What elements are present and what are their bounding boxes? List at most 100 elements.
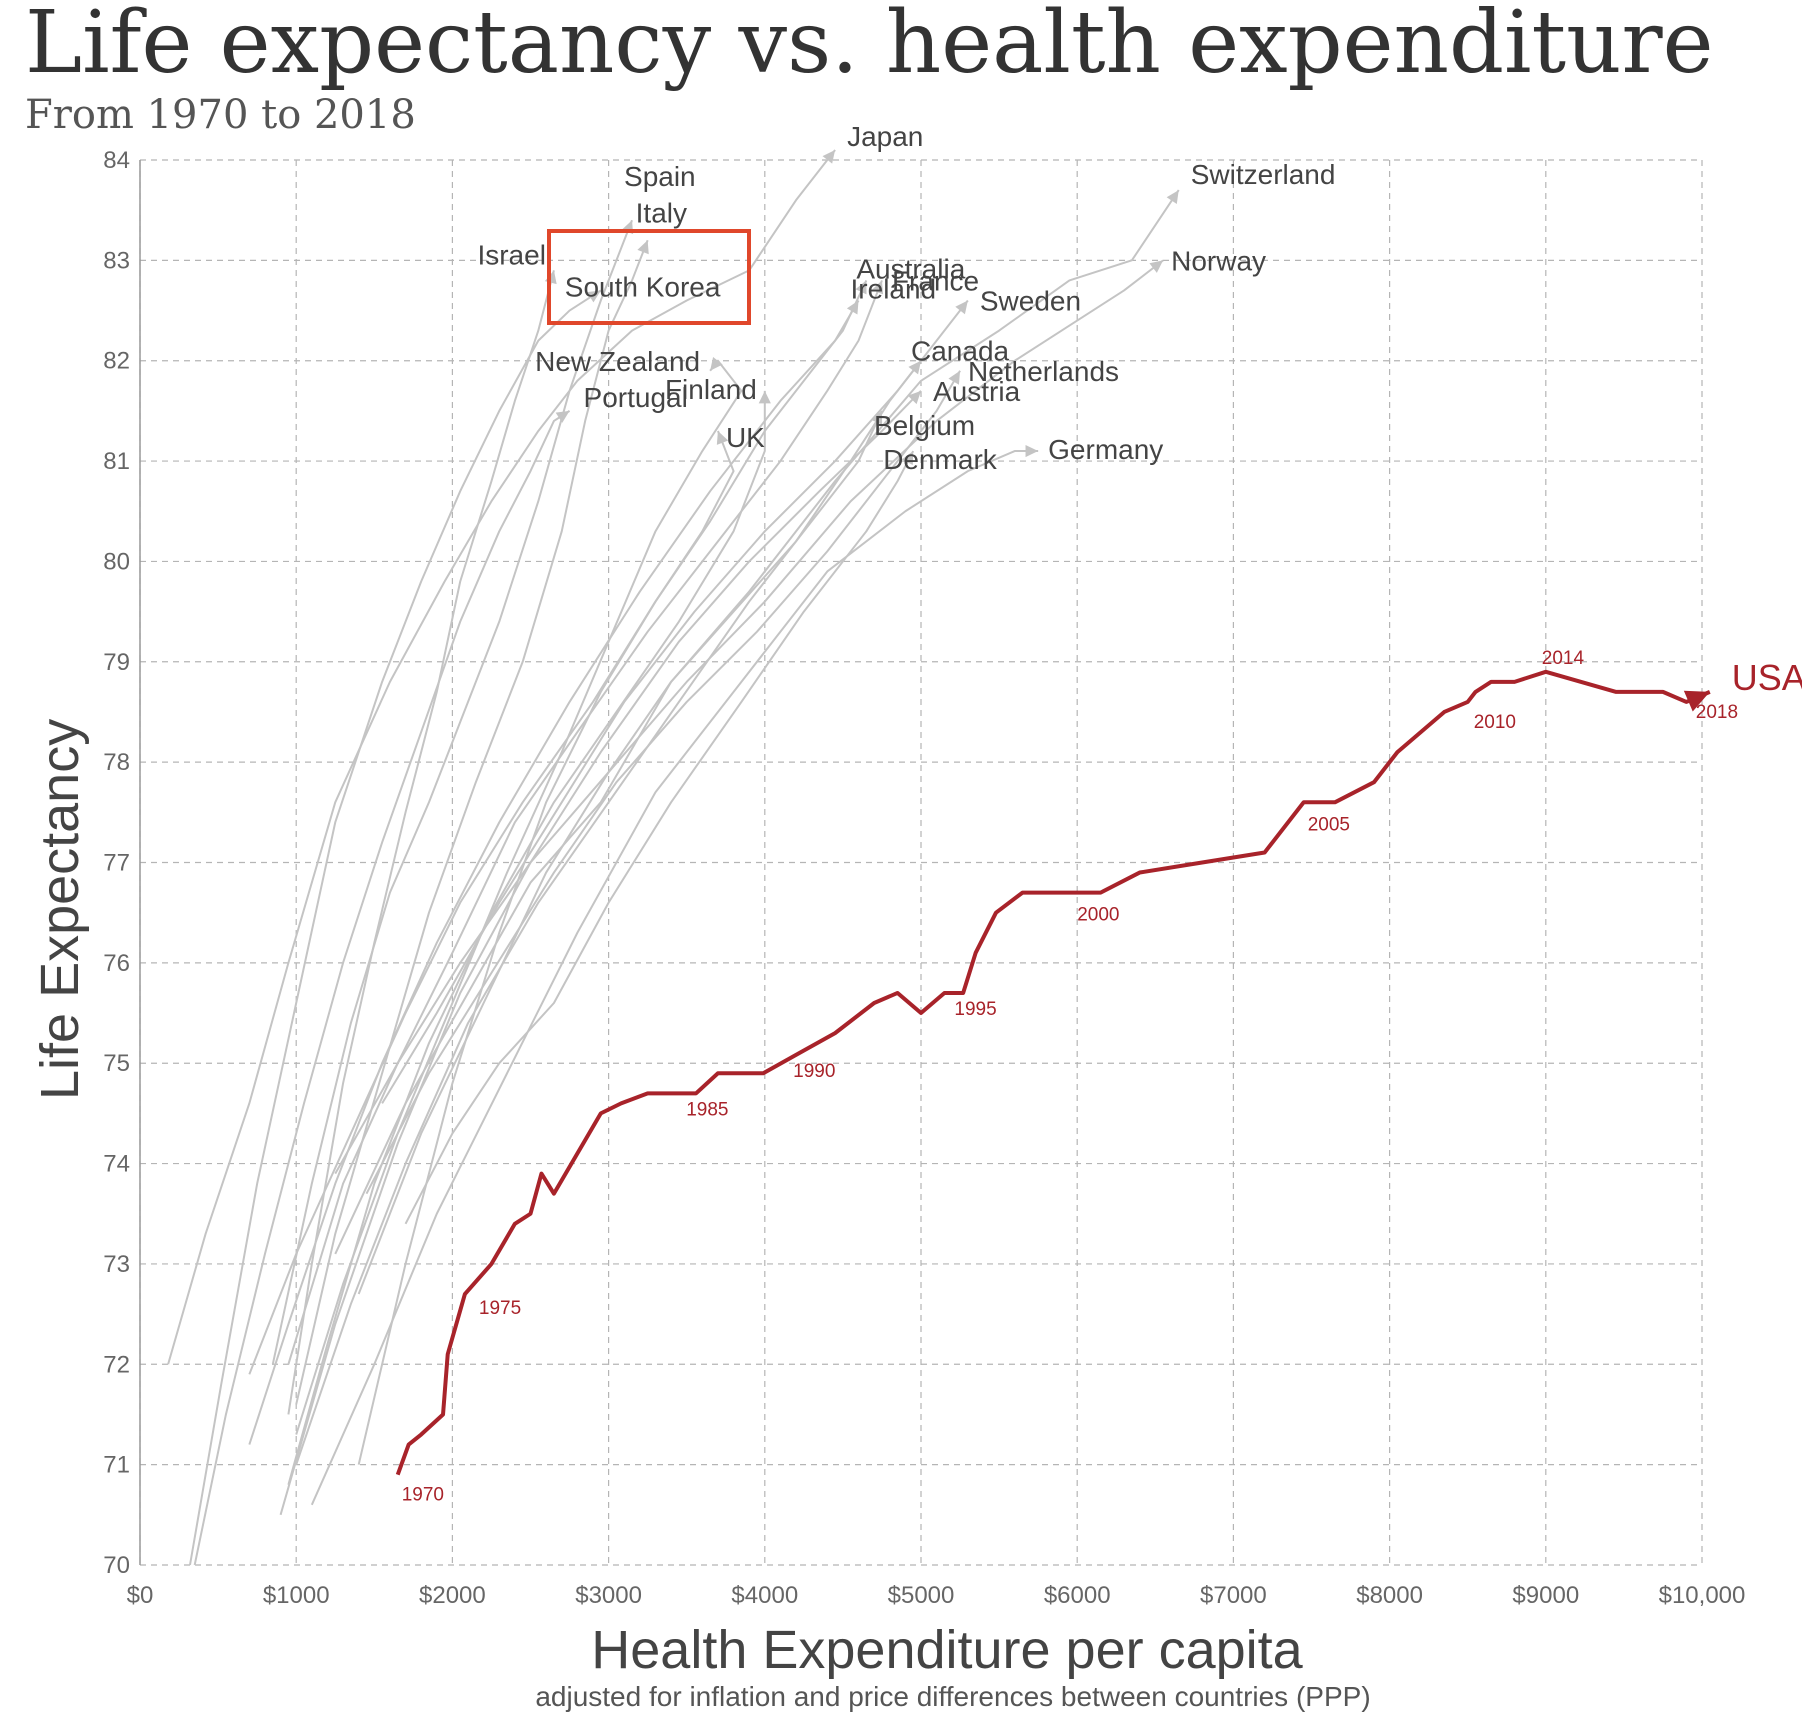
country-label: Sweden xyxy=(980,286,1081,317)
highlight-box xyxy=(547,229,751,325)
country-label: Finland xyxy=(665,374,757,405)
country-label: Austria xyxy=(933,376,1021,407)
country-line xyxy=(310,450,1039,1506)
country-label: Belgium xyxy=(874,410,975,441)
y-tick-label: 82 xyxy=(103,348,130,375)
plot-area: 70 71 72 73 74 75 76 77 78 79 80 81 82 83 84 $0 $1000 $20… xyxy=(103,121,1802,1609)
year-label: 2018 xyxy=(1696,702,1738,723)
country-line xyxy=(334,189,1180,1255)
year-label: 2014 xyxy=(1542,648,1585,669)
country-label: Canada xyxy=(911,336,1010,367)
country-line xyxy=(295,410,883,1465)
country-line xyxy=(248,430,735,1375)
country-line xyxy=(287,270,555,1415)
country-label: South Korea xyxy=(565,271,721,302)
country-arrow-icon xyxy=(955,300,968,315)
country-line xyxy=(404,450,915,1225)
y-tick-label: 77 xyxy=(103,850,130,877)
country-label: Denmark xyxy=(883,444,998,475)
country-arrow-icon xyxy=(1166,190,1179,204)
usa-arrow-icon xyxy=(1683,690,1710,712)
y-tick-label: 76 xyxy=(103,950,130,977)
year-label: 1975 xyxy=(479,1298,521,1319)
country-arrow-icon xyxy=(555,410,570,423)
country-label: Switzerland xyxy=(1191,159,1336,190)
country-line xyxy=(193,410,571,1566)
x-tick-label: $9000 xyxy=(1512,1582,1579,1609)
country-line xyxy=(167,149,836,1365)
country-arrow-icon xyxy=(907,390,921,405)
x-tick-label: $8000 xyxy=(1356,1582,1423,1609)
country-label: Germany xyxy=(1048,434,1163,465)
country-arrow-icon xyxy=(855,280,867,295)
country-line xyxy=(295,239,649,1405)
x-tick-label: $4000 xyxy=(731,1582,798,1609)
x-tick-label: $10,000 xyxy=(1659,1582,1746,1609)
y-tick-label: 75 xyxy=(103,1050,130,1077)
country-arrow-icon xyxy=(901,451,914,466)
x-tick-label: $0 xyxy=(127,1582,154,1609)
country-label: Netherlands xyxy=(968,356,1119,387)
country-arrow-icon xyxy=(871,410,883,425)
country-label: Australia xyxy=(856,253,965,284)
x-tick-label: $7000 xyxy=(1200,1582,1267,1609)
y-tick-label: 78 xyxy=(103,749,130,776)
country-line xyxy=(287,390,766,1485)
x-axis-title: Health Expenditure per capita xyxy=(591,1620,1303,1680)
country-line xyxy=(334,259,1164,1175)
year-label: 2010 xyxy=(1474,712,1516,733)
usa-label: USA xyxy=(1732,657,1802,698)
y-axis-title: Life Expectancy xyxy=(30,719,90,1100)
country-arrow-icon xyxy=(871,280,884,295)
country-label: Israel xyxy=(477,239,545,270)
country-arrow-icon xyxy=(1149,260,1164,273)
year-label: 1985 xyxy=(686,1099,728,1120)
year-label: 1990 xyxy=(793,1061,835,1082)
country-arrow-icon xyxy=(586,290,601,303)
year-label: 2000 xyxy=(1077,905,1119,926)
country-label: Italy xyxy=(636,197,687,228)
country-arrow-icon xyxy=(846,300,859,315)
y-tick-label: 83 xyxy=(103,247,130,274)
x-tick-label: $2000 xyxy=(419,1582,486,1609)
y-tick-label: 80 xyxy=(103,548,130,575)
year-label: 2005 xyxy=(1308,814,1350,835)
y-tick-label: 71 xyxy=(103,1452,130,1479)
y-tick-label: 70 xyxy=(103,1552,130,1579)
x-tick-label: $6000 xyxy=(1044,1582,1111,1609)
country-line xyxy=(287,280,883,1365)
country-line xyxy=(279,390,922,1516)
year-label: 1970 xyxy=(402,1485,444,1506)
country-label: France xyxy=(892,265,979,296)
country-arrow-icon xyxy=(710,357,723,371)
country-arrow-icon xyxy=(948,370,961,385)
chart-title: Life expectancy vs. health expenditure xyxy=(25,0,1713,93)
y-tick-label: 81 xyxy=(103,448,130,475)
usa-line xyxy=(395,669,1711,1476)
country-line xyxy=(365,370,961,1195)
country-arrow-icon xyxy=(908,360,921,375)
country-line xyxy=(248,299,860,1445)
country-line xyxy=(357,280,868,1465)
country-arrow-icon xyxy=(637,240,649,255)
country-label: Spain xyxy=(624,161,696,192)
x-axis-note: adjusted for inflation and price differe… xyxy=(535,1681,1370,1712)
country-label: Norway xyxy=(1171,245,1266,276)
country-label: New Zealand xyxy=(535,346,700,377)
country-arrow-icon xyxy=(716,430,729,445)
country-line xyxy=(357,360,922,1295)
country-arrow-icon xyxy=(758,390,771,404)
country-arrow-icon xyxy=(822,149,836,164)
country-line xyxy=(271,219,633,1365)
country-label: Portugal xyxy=(584,382,688,413)
country-label: Japan xyxy=(847,121,923,152)
x-tick-label: $1000 xyxy=(263,1582,330,1609)
x-tick-label: $5000 xyxy=(888,1582,955,1609)
country-label: UK xyxy=(726,422,765,453)
year-label: 1995 xyxy=(954,999,996,1020)
y-tick-label: 74 xyxy=(103,1151,130,1178)
chart-subtitle: From 1970 to 2018 xyxy=(25,92,416,138)
country-label: Ireland xyxy=(851,274,937,305)
country-arrow-icon xyxy=(1025,444,1039,458)
y-tick-label: 79 xyxy=(103,649,130,676)
